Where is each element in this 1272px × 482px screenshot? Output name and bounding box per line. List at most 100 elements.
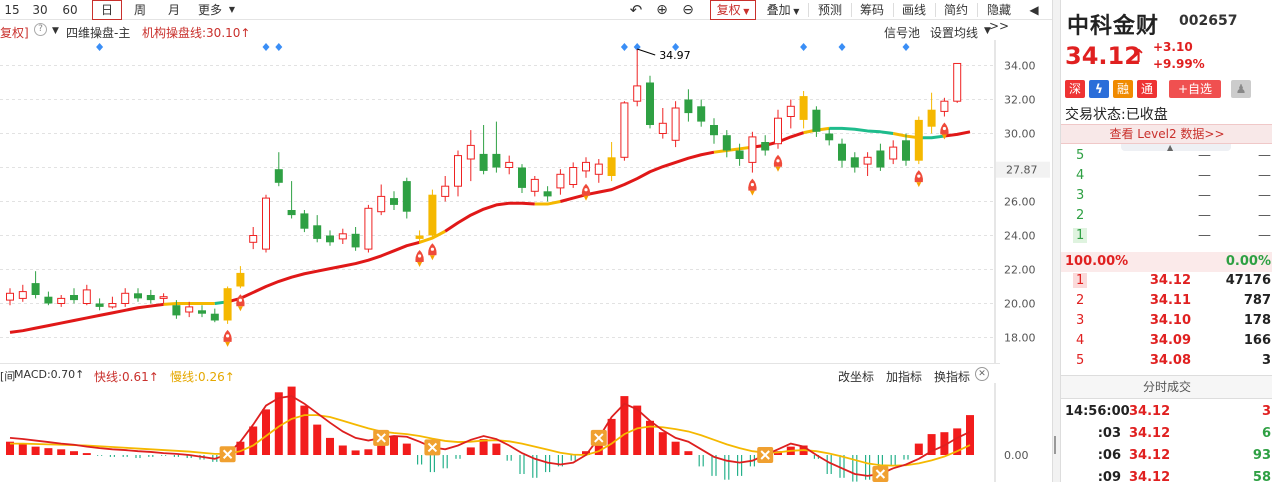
trade-row: :06 34.12 93 bbox=[1061, 448, 1272, 468]
period-day[interactable]: 日 bbox=[92, 0, 122, 20]
rocket-window bbox=[942, 126, 947, 131]
candle-body bbox=[850, 157, 859, 168]
candle-body bbox=[902, 140, 910, 161]
indicator-name[interactable]: 四维操盘-主 bbox=[66, 26, 131, 40]
ask-price: — bbox=[1198, 148, 1211, 163]
candle-body bbox=[402, 181, 411, 212]
candle-body bbox=[825, 133, 834, 141]
divider bbox=[851, 3, 852, 17]
period-month[interactable]: 月 bbox=[167, 3, 180, 17]
rocket-window bbox=[750, 183, 755, 187]
tag-connect[interactable]: 通 bbox=[1137, 80, 1157, 98]
left-arrow-icon[interactable]: ◀ bbox=[1029, 3, 1039, 17]
overlay-dropdown[interactable]: 叠加 ▼ bbox=[762, 2, 804, 18]
chevron-up-icon[interactable]: ▲ bbox=[1167, 143, 1174, 152]
chevron-down-icon[interactable]: ▼ bbox=[984, 26, 991, 36]
candle-body bbox=[594, 163, 603, 175]
zoom-out-icon[interactable]: ⊖ bbox=[682, 2, 694, 18]
signal-pool-link[interactable]: 信号池 bbox=[884, 26, 921, 40]
undo-icon[interactable]: ↶ bbox=[629, 1, 643, 19]
ask-level-row: 1 — — bbox=[1061, 228, 1272, 248]
macd-info-row: [间 MACD:0.70↑ 快线:0.61↑ 慢线:0.26↑ 改坐标 加指标 … bbox=[0, 363, 1000, 384]
change-axis-link[interactable]: 改坐标 bbox=[838, 370, 875, 384]
simple-button[interactable]: 简约 bbox=[943, 3, 968, 17]
splitter-grip-icon[interactable] bbox=[1054, 436, 1059, 454]
candlestick-chart[interactable]: 34.0032.0030.0028.0026.0024.0022.0020.00… bbox=[0, 40, 1052, 363]
ask-volume: — bbox=[1258, 228, 1271, 243]
bid-volume: 47176 bbox=[1225, 273, 1271, 288]
candle-body bbox=[6, 292, 14, 301]
period-15[interactable]: 15 bbox=[4, 3, 20, 17]
tag-shenzhen[interactable]: 深 bbox=[1065, 80, 1085, 98]
y-tick-label: 34.00 bbox=[1004, 60, 1036, 73]
tag-margin[interactable]: 融 bbox=[1113, 80, 1133, 98]
bid-price: 34.10 bbox=[1149, 313, 1191, 328]
candle-body bbox=[466, 144, 475, 160]
adjust-label: 复权 bbox=[716, 3, 741, 17]
candle-body bbox=[262, 197, 270, 250]
candle-body bbox=[953, 62, 962, 102]
help-icon[interactable]: ? bbox=[34, 23, 47, 36]
zoom-in-icon[interactable]: ⊕ bbox=[656, 2, 668, 18]
candle-body bbox=[748, 136, 757, 163]
ask-price: — bbox=[1198, 188, 1211, 203]
candle-body bbox=[671, 107, 680, 141]
set-ma-link[interactable]: 设置均线 bbox=[930, 26, 979, 40]
ask-volume: — bbox=[1258, 188, 1271, 203]
trade-volume: 6 bbox=[1261, 426, 1271, 441]
draw-line-button[interactable]: 画线 bbox=[901, 3, 926, 17]
period-more[interactable]: 更多 bbox=[194, 2, 226, 18]
rocket-flame bbox=[237, 306, 243, 312]
stock-name: 中科金财 bbox=[1067, 14, 1160, 39]
period-week[interactable]: 周 bbox=[133, 3, 146, 17]
bid-level-number: 1 bbox=[1073, 273, 1088, 288]
signal-diamond-icon bbox=[620, 43, 628, 51]
trade-price: 34.12 bbox=[1129, 404, 1171, 419]
stock-price: 34.12 bbox=[1065, 42, 1141, 70]
trade-time: :09 bbox=[1097, 470, 1121, 482]
add-watchlist-button[interactable]: +自选 bbox=[1169, 80, 1221, 98]
trade-price: 34.12 bbox=[1129, 448, 1171, 463]
panel-splitter[interactable] bbox=[1052, 0, 1060, 482]
bid-level-number: 3 bbox=[1076, 313, 1085, 328]
macd-bar bbox=[338, 445, 347, 455]
institution-ma-line bbox=[444, 201, 535, 233]
macd-slow-line bbox=[10, 414, 971, 467]
hide-button[interactable]: 隐藏>> bbox=[986, 3, 1011, 33]
bid-level-row: 4 34.09 166 bbox=[1061, 333, 1272, 353]
add-indicator-link[interactable]: 加指标 bbox=[886, 370, 923, 384]
macd-bar bbox=[31, 446, 40, 455]
macd-bar bbox=[390, 436, 398, 455]
ask-price: — bbox=[1198, 208, 1211, 223]
macd-bar bbox=[82, 453, 91, 455]
macd-bar bbox=[262, 409, 270, 455]
close-icon[interactable]: ✕ bbox=[975, 367, 989, 381]
adjust-dropdown[interactable]: 复权 ▼ bbox=[710, 0, 756, 20]
bell-icon[interactable]: ♟ bbox=[1231, 80, 1251, 98]
period-60[interactable]: 60 bbox=[62, 3, 78, 17]
cross-signal-mark bbox=[222, 449, 233, 459]
candle-body bbox=[338, 233, 347, 240]
candle-body bbox=[198, 310, 206, 314]
chips-button[interactable]: 筹码 bbox=[859, 3, 884, 17]
candle-body bbox=[326, 235, 334, 243]
candle-body bbox=[620, 102, 629, 158]
level2-link[interactable]: 查看 Level2 数据>> bbox=[1061, 124, 1272, 144]
macd-bar bbox=[671, 441, 680, 455]
candle-body bbox=[287, 210, 296, 216]
lightning-icon[interactable]: ϟ bbox=[1089, 80, 1109, 98]
up-arrow-icon: ↑ bbox=[1131, 46, 1147, 67]
macd-bar bbox=[326, 437, 334, 455]
chevron-down-icon[interactable]: ▼ bbox=[52, 26, 59, 36]
collapse-tab[interactable] bbox=[1121, 144, 1231, 151]
macd-bar bbox=[914, 443, 923, 455]
switch-indicator-link[interactable]: 换指标 bbox=[934, 370, 971, 384]
candle-body bbox=[530, 178, 539, 192]
candle-body bbox=[249, 235, 258, 243]
trade-status-value: 已收盘 bbox=[1125, 107, 1168, 123]
candle-body bbox=[364, 207, 373, 250]
forecast-button[interactable]: 预测 bbox=[817, 3, 842, 17]
macd-chart[interactable]: 0.00 bbox=[0, 383, 1052, 482]
period-30[interactable]: 30 bbox=[32, 3, 48, 17]
signal-diamond-icon bbox=[902, 43, 910, 51]
